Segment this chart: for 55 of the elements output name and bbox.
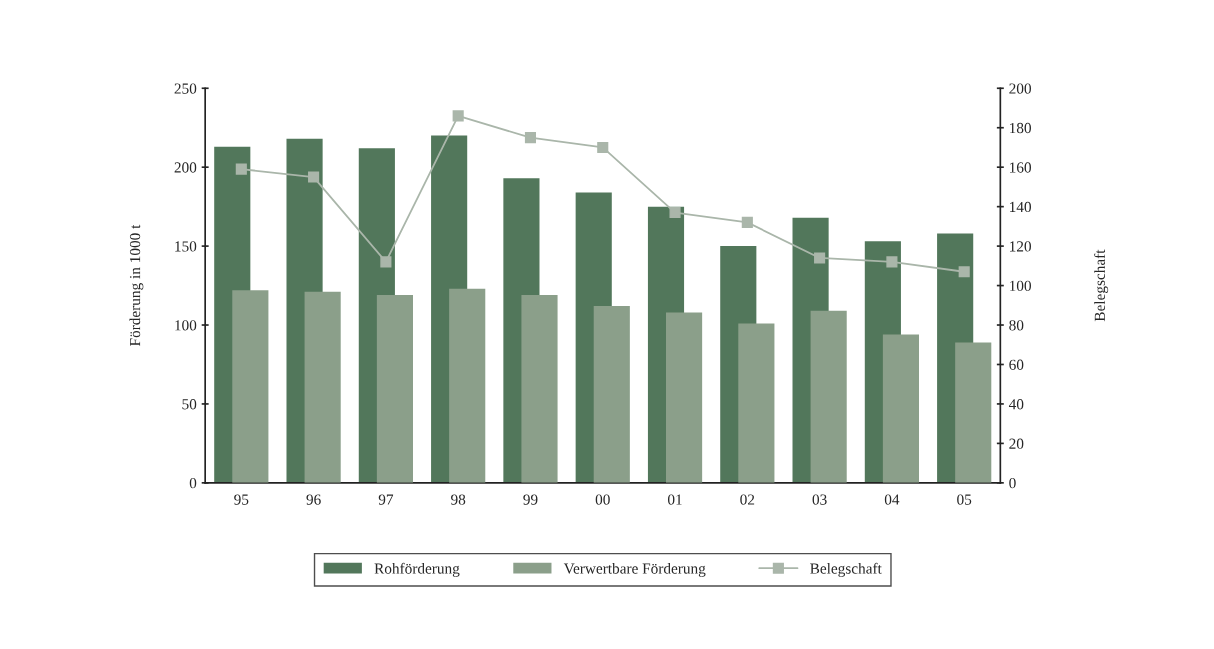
x-tick-label: 99	[523, 494, 538, 505]
x-tick-label: 00	[595, 494, 610, 505]
point	[886, 256, 898, 268]
y2-tick-label: 20	[1009, 438, 1024, 449]
x-tick-label: 97	[378, 494, 394, 505]
bar	[376, 295, 413, 483]
point	[958, 266, 970, 278]
y-tick-label: 0	[189, 478, 197, 489]
y-tick-label: 150	[175, 241, 197, 252]
legend-label: Rohförderung	[374, 562, 460, 577]
y2-tick-label: 40	[1008, 399, 1024, 410]
bar	[593, 306, 630, 483]
bar	[955, 342, 992, 483]
x-tick-label: 98	[451, 494, 466, 505]
x-tick-label: 01	[667, 494, 682, 505]
x-tick-label: 03	[812, 494, 827, 505]
bar	[810, 310, 847, 483]
y-tick-label: 200	[174, 162, 197, 173]
x-tick-label: 05	[957, 494, 972, 505]
y2-tick-label: 80	[1009, 320, 1024, 331]
y2-tick-label: 60	[1009, 359, 1024, 370]
point	[235, 163, 247, 175]
bar	[738, 323, 775, 483]
y2-tick-label: 160	[1010, 162, 1031, 173]
y2-axis-title: Belegschaft	[1094, 249, 1109, 322]
x-tick-label: 96	[306, 494, 321, 505]
bar	[232, 290, 269, 483]
y-tick-label: 250	[174, 83, 197, 94]
point	[308, 171, 320, 183]
legend-label: Belegschaft	[810, 562, 882, 577]
point	[380, 256, 392, 268]
point	[814, 252, 826, 264]
y2-tick-label: 0	[1009, 478, 1016, 489]
bar	[304, 291, 341, 483]
point	[597, 141, 609, 154]
point	[669, 207, 681, 219]
y-tick-label: 100	[175, 320, 197, 331]
x-tick-label: 02	[740, 494, 755, 505]
bar	[521, 295, 558, 483]
bar	[882, 334, 920, 483]
y2-tick-label: 180	[1010, 122, 1031, 134]
legend-label: Verwertbare Förderung	[563, 562, 706, 577]
y-tick-label: 50	[182, 399, 197, 410]
y-axis-title: Förderung in 1000 t	[129, 224, 144, 347]
bar	[449, 288, 486, 483]
y2-tick-label: 200	[1009, 83, 1031, 94]
y2-tick-label: 120	[1010, 241, 1031, 252]
bar	[666, 312, 703, 483]
point	[452, 110, 464, 122]
point	[524, 132, 537, 144]
x-tick-label: 95	[234, 494, 249, 505]
point	[741, 216, 753, 228]
y2-tick-label: 100	[1010, 280, 1031, 292]
x-tick-label: 04	[884, 494, 900, 505]
y2-tick-label: 140	[1010, 201, 1031, 213]
